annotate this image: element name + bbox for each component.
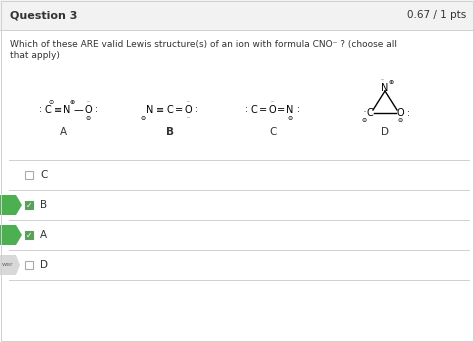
Text: that apply): that apply)	[10, 51, 60, 60]
Text: :: :	[94, 105, 98, 115]
Text: C: C	[269, 127, 277, 137]
Text: ✓: ✓	[26, 231, 32, 239]
Text: wer: wer	[2, 263, 14, 267]
Text: ⊖: ⊖	[361, 118, 366, 122]
Text: A: A	[59, 127, 66, 137]
Text: D: D	[40, 260, 48, 270]
Text: =: =	[259, 105, 267, 115]
FancyBboxPatch shape	[25, 171, 33, 179]
Text: C: C	[40, 170, 47, 180]
Text: 0.67 / 1 pts: 0.67 / 1 pts	[407, 10, 466, 20]
Polygon shape	[0, 195, 22, 215]
Text: ⊖: ⊖	[140, 116, 146, 120]
Text: ⊙: ⊙	[48, 100, 54, 105]
Text: ··: ··	[186, 116, 190, 120]
Text: Which of these ARE valid Lewis structure(s) of an ion with formula CNO⁻ ? (choos: Which of these ARE valid Lewis structure…	[10, 40, 397, 49]
Text: C: C	[366, 108, 374, 118]
Polygon shape	[0, 225, 22, 245]
Polygon shape	[0, 255, 20, 275]
Text: O: O	[84, 105, 92, 115]
Text: =: =	[277, 105, 285, 115]
Text: A: A	[40, 230, 47, 240]
Text: D: D	[381, 127, 389, 137]
Text: B: B	[40, 200, 47, 210]
Text: N: N	[381, 83, 389, 93]
Text: ≡: ≡	[54, 105, 62, 115]
Text: =: =	[175, 105, 183, 115]
Text: O: O	[268, 105, 276, 115]
FancyBboxPatch shape	[25, 201, 33, 209]
Text: —: —	[73, 105, 83, 115]
FancyBboxPatch shape	[25, 261, 33, 269]
Text: ··: ··	[270, 100, 274, 105]
FancyBboxPatch shape	[0, 0, 474, 30]
Text: :: :	[407, 108, 410, 118]
Text: :: :	[38, 105, 41, 115]
Text: ··: ··	[364, 109, 366, 115]
Text: C: C	[45, 105, 51, 115]
Text: ⊖: ⊖	[397, 118, 402, 123]
Text: ··: ··	[186, 100, 190, 105]
Text: ··: ··	[86, 100, 90, 105]
Text: :: :	[194, 105, 198, 115]
Text: B: B	[166, 127, 174, 137]
Text: O: O	[184, 105, 192, 115]
Text: Question 3: Question 3	[10, 10, 77, 20]
Text: ⊖: ⊖	[85, 116, 91, 120]
Text: :: :	[297, 105, 300, 115]
Text: ⊕: ⊕	[388, 80, 393, 86]
Text: O: O	[396, 108, 404, 118]
Text: C: C	[167, 105, 173, 115]
Text: ⊖: ⊖	[287, 116, 292, 120]
Text: :: :	[245, 105, 247, 115]
Text: N: N	[286, 105, 294, 115]
Text: N: N	[146, 105, 154, 115]
FancyBboxPatch shape	[25, 231, 33, 239]
Text: N: N	[64, 105, 71, 115]
Text: ⊕: ⊕	[69, 100, 74, 105]
Text: ≡: ≡	[156, 105, 164, 115]
Text: ··: ··	[380, 78, 384, 82]
Text: ✓: ✓	[26, 200, 32, 210]
Text: C: C	[251, 105, 257, 115]
